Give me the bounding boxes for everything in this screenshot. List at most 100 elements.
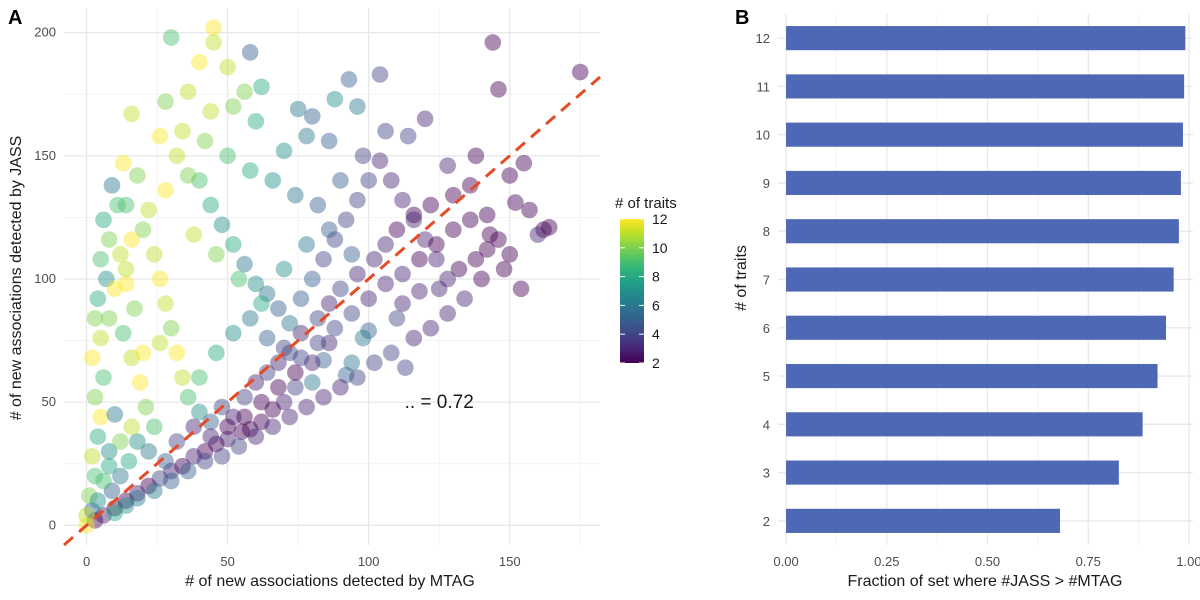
scatter-point [264,401,282,418]
y-tick-label: 50 [42,394,56,409]
scatter-point [185,418,203,436]
scatter-point [86,467,104,485]
scatter-point [247,374,265,391]
scatter-point [275,260,293,278]
panel-b-x-ticks: 0.00 0.25 0.50 0.75 1.00 [773,554,1200,569]
scatter-point [320,221,338,238]
scatter-point [185,226,203,243]
scatter-point [326,231,344,248]
panel-a-scatter: A 0 50 100 150 0 50 100 150 200 .. = 0.72 # of … [8,7,677,590]
scatter-point [303,374,321,391]
panel-b-y-ticks: 2 3 4 5 6 7 8 9 10 11 12 [756,31,770,529]
scatter-point [236,83,253,101]
panel-b-y-axis-title: # of traits [733,245,750,311]
bar [786,170,1181,196]
scatter-point [117,275,135,293]
scatter-point [123,349,141,367]
panel-label-b: B [735,7,749,29]
scatter-point [151,270,169,288]
scatter-point [123,231,141,248]
scatter-point [478,206,496,224]
scatter-point [461,177,479,194]
scatter-point [131,374,149,391]
panel-a-gridlines [64,8,600,545]
scatter-point [140,201,157,219]
scatter-point [450,260,468,278]
panel-a-y-ticks: 0 50 100 150 200 [34,25,56,533]
scatter-point [332,379,349,396]
scatter-point [501,246,519,263]
scatter-point [382,172,400,189]
color-legend: # of traits 2 4 6 8 10 12 [615,195,677,371]
scatter-point [405,211,423,229]
scatter-point [377,275,394,293]
scatter-point [298,127,315,145]
scatter-point [236,255,253,273]
scatter-point [275,339,293,357]
scatter-point [405,329,423,347]
scatter-point [174,457,191,475]
scatter-point [179,83,197,101]
y-tick-label: 6 [763,321,770,336]
scatter-point [258,285,276,303]
scatter-point [399,127,417,145]
y-tick-label: 200 [34,25,56,40]
scatter-point [371,152,389,170]
scatter-point [117,196,135,214]
bar [786,219,1179,244]
scatter-point [100,457,118,475]
scatter-point [219,418,236,436]
scatter-point [191,403,208,421]
scatter-point [162,29,180,46]
scatter-point [157,295,174,312]
bar [786,363,1158,389]
panel-label-a: A [8,7,22,29]
y-tick-label: 0 [49,517,56,532]
scatter-point [388,310,406,327]
scatter-point [484,34,502,51]
scatter-point [337,366,355,384]
scatter-point [114,324,132,342]
scatter-point [196,132,214,150]
scatter-point [258,364,276,381]
scatter-point [478,241,496,258]
scatter-point [490,80,507,98]
scatter-point [343,354,361,372]
scatter-point [202,103,219,120]
scatter-point [349,191,366,209]
legend-ticks: 2 4 6 8 10 12 [620,211,668,371]
scatter-point [332,280,349,298]
scatter-point [315,388,332,406]
scatter-point [481,226,499,243]
legend-tick-label: 10 [652,240,668,256]
scatter-point [253,295,270,312]
bar [786,267,1174,292]
scatter-point [270,354,287,372]
scatter-point [428,236,445,253]
scatter-point [83,349,101,367]
scatter-point [512,280,530,298]
scatter-point [205,19,222,37]
scatter-point [340,71,358,88]
scatter-point [439,157,456,174]
scatter-point [320,295,338,312]
scatter-point [411,250,428,268]
y-tick-label: 11 [757,79,771,94]
scatter-point [349,369,366,386]
scatter-point [224,324,242,342]
scatter-point [86,388,104,406]
scatter-point [140,443,157,460]
scatter-point [213,216,231,234]
scatter-point [86,310,104,327]
scatter-point [416,110,434,128]
scatter-point [430,280,448,298]
scatter-point [83,502,101,519]
scatter-point [157,181,174,199]
scatter-point [106,406,124,423]
legend-tick-label: 8 [652,269,660,285]
scatter-point [349,265,366,283]
scatter-point [137,398,155,416]
scatter-point [103,482,121,500]
scatter-point [157,93,174,110]
